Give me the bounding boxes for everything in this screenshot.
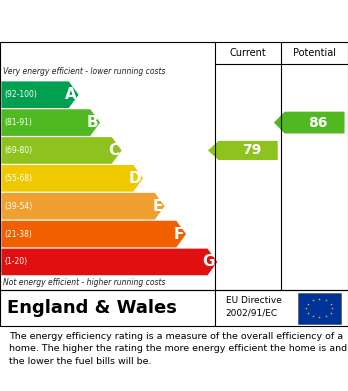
Polygon shape: [1, 193, 165, 219]
Polygon shape: [1, 137, 121, 164]
Polygon shape: [1, 109, 100, 136]
Text: Current: Current: [230, 48, 267, 58]
Text: A: A: [65, 87, 77, 102]
Polygon shape: [274, 112, 345, 133]
Polygon shape: [1, 81, 79, 108]
Polygon shape: [208, 141, 278, 160]
Text: E: E: [152, 199, 163, 214]
Text: Potential: Potential: [293, 48, 336, 58]
Text: 79: 79: [242, 143, 261, 158]
Text: (55-68): (55-68): [4, 174, 32, 183]
Polygon shape: [1, 221, 186, 248]
Bar: [298, 293, 341, 324]
Text: G: G: [203, 255, 215, 269]
Text: (39-54): (39-54): [4, 202, 32, 211]
Text: England & Wales: England & Wales: [7, 299, 177, 317]
Text: (1-20): (1-20): [4, 257, 27, 266]
Text: Energy Efficiency Rating: Energy Efficiency Rating: [10, 13, 258, 31]
Text: B: B: [86, 115, 98, 130]
Text: EU Directive
2002/91/EC: EU Directive 2002/91/EC: [226, 296, 282, 317]
Text: The energy efficiency rating is a measure of the overall efficiency of a home. T: The energy efficiency rating is a measur…: [9, 332, 347, 366]
Text: (81-91): (81-91): [4, 118, 32, 127]
Polygon shape: [1, 165, 143, 192]
Text: D: D: [128, 171, 141, 186]
Text: (92-100): (92-100): [4, 90, 37, 99]
Text: Not energy efficient - higher running costs: Not energy efficient - higher running co…: [3, 278, 166, 287]
Text: (69-80): (69-80): [4, 146, 32, 155]
Text: F: F: [174, 226, 184, 242]
Text: Very energy efficient - lower running costs: Very energy efficient - lower running co…: [3, 66, 166, 75]
Polygon shape: [1, 249, 217, 275]
Text: C: C: [108, 143, 119, 158]
Text: (21-38): (21-38): [4, 230, 32, 239]
Text: 86: 86: [308, 116, 328, 129]
